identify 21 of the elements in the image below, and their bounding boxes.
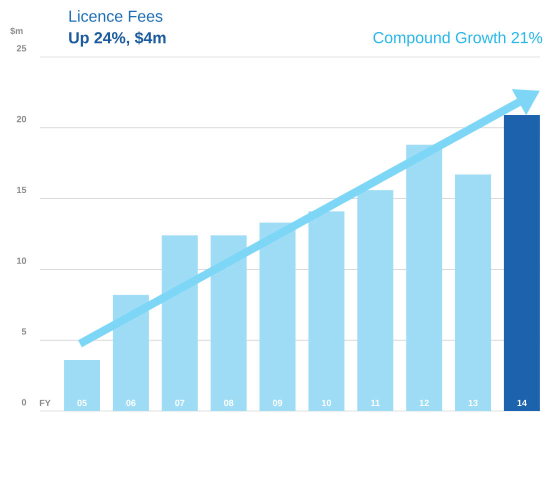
chart-title: Licence Fees — [70, 10, 162, 22]
y-axis-title: $m — [10, 27, 23, 35]
x-tick-label: 12 — [420, 400, 429, 406]
y-tick-label: 15 — [17, 186, 26, 194]
y-tick-label: 25 — [16, 45, 26, 52]
x-axis-title: FY — [40, 400, 51, 406]
x-tick-label: 05 — [77, 400, 87, 406]
x-tick-label: 11 — [371, 400, 380, 406]
x-tick-label: 07 — [175, 400, 184, 406]
x-tick-label: 14 — [517, 400, 527, 406]
x-tick-label: 09 — [272, 400, 282, 406]
y-tick-label: 10 — [17, 258, 26, 264]
x-tick-label: 10 — [322, 400, 332, 406]
x-tick-label: 13 — [468, 400, 478, 406]
y-tick-label: 0 — [22, 399, 26, 406]
chart-subtitle: Up 24%, $4m — [69, 31, 166, 47]
y-tick-label: 20 — [16, 116, 26, 122]
text: Compound Growth 21% — [373, 32, 542, 46]
x-tick-label: 08 — [224, 400, 234, 406]
x-tick-label: 06 — [126, 400, 136, 406]
y-tick-label: 5 — [22, 328, 26, 335]
